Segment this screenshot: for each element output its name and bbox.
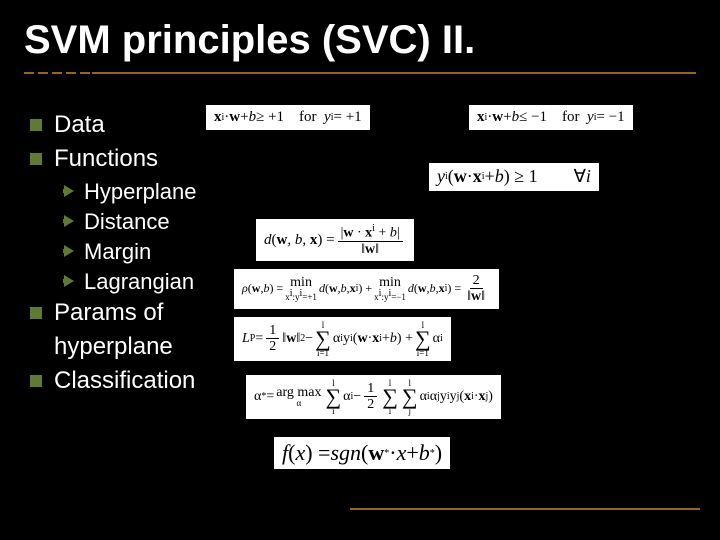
arrow-icon [64, 275, 74, 287]
slide: SVM principles (SVC) II. Data Functions … [0, 0, 720, 540]
outline-label: Params of [54, 299, 163, 327]
formula-data-neg: xi · w + b ≤ −1 for yi = −1 [469, 105, 633, 130]
formula-classification: f(x) = sgn(w* · x + b*) [274, 437, 450, 469]
formula-text: d(w, b, x) = [264, 232, 335, 249]
outline-label: Hyperplane [84, 179, 197, 205]
formula-margin: ρ(w,b) = minxi:yi=+1 d(w,b,xi) + minxi:y… [234, 269, 499, 309]
bullet-square-icon [30, 153, 42, 165]
outline-label: Data [54, 111, 105, 139]
formula-hyperplane: yi (w · xi + b) ≥ 1 ∀i [429, 163, 599, 191]
title-underline [24, 71, 696, 75]
content-area: Data Functions Hyperplane Distance Margi… [24, 111, 696, 531]
outline-subitem: Distance [24, 209, 284, 235]
bullet-square-icon [30, 119, 42, 131]
outline-label: Classification [54, 367, 195, 395]
bullet-square-icon [30, 375, 42, 387]
footer-rule [350, 508, 700, 510]
slide-title: SVM principles (SVC) II. [24, 18, 696, 63]
outline-label: hyperplane [54, 333, 173, 361]
outline-item: Functions [24, 145, 284, 173]
arrow-icon [64, 185, 74, 197]
outline-subitem: Margin [24, 239, 284, 265]
outline-label: Margin [84, 239, 151, 265]
formula-panel: xi · w + b ≥ +1 for yi = +1 xi · w + b ≤… [284, 111, 696, 531]
formula-params: α* = arg maxα l∑i αi − 12 l∑i l∑j αiαjyi… [246, 375, 501, 419]
outline-subitem: Hyperplane [24, 179, 284, 205]
formula-data-pos: xi · w + b ≥ +1 for yi = +1 [206, 105, 370, 130]
bullet-square-icon [30, 307, 42, 319]
arrow-icon [64, 215, 74, 227]
outline-item: Classification [24, 367, 284, 395]
formula-distance: d(w, b, x) = |w · xi + b| ‖w‖ [256, 219, 414, 261]
arrow-icon [64, 245, 74, 257]
outline-label: Distance [84, 209, 170, 235]
formula-lagrangian: LP = 12‖w‖2 − l∑i=1 αiyi(w·xi + b) + l∑i… [234, 317, 451, 361]
outline-label: Functions [54, 145, 158, 173]
outline-label: Lagrangian [84, 269, 194, 295]
